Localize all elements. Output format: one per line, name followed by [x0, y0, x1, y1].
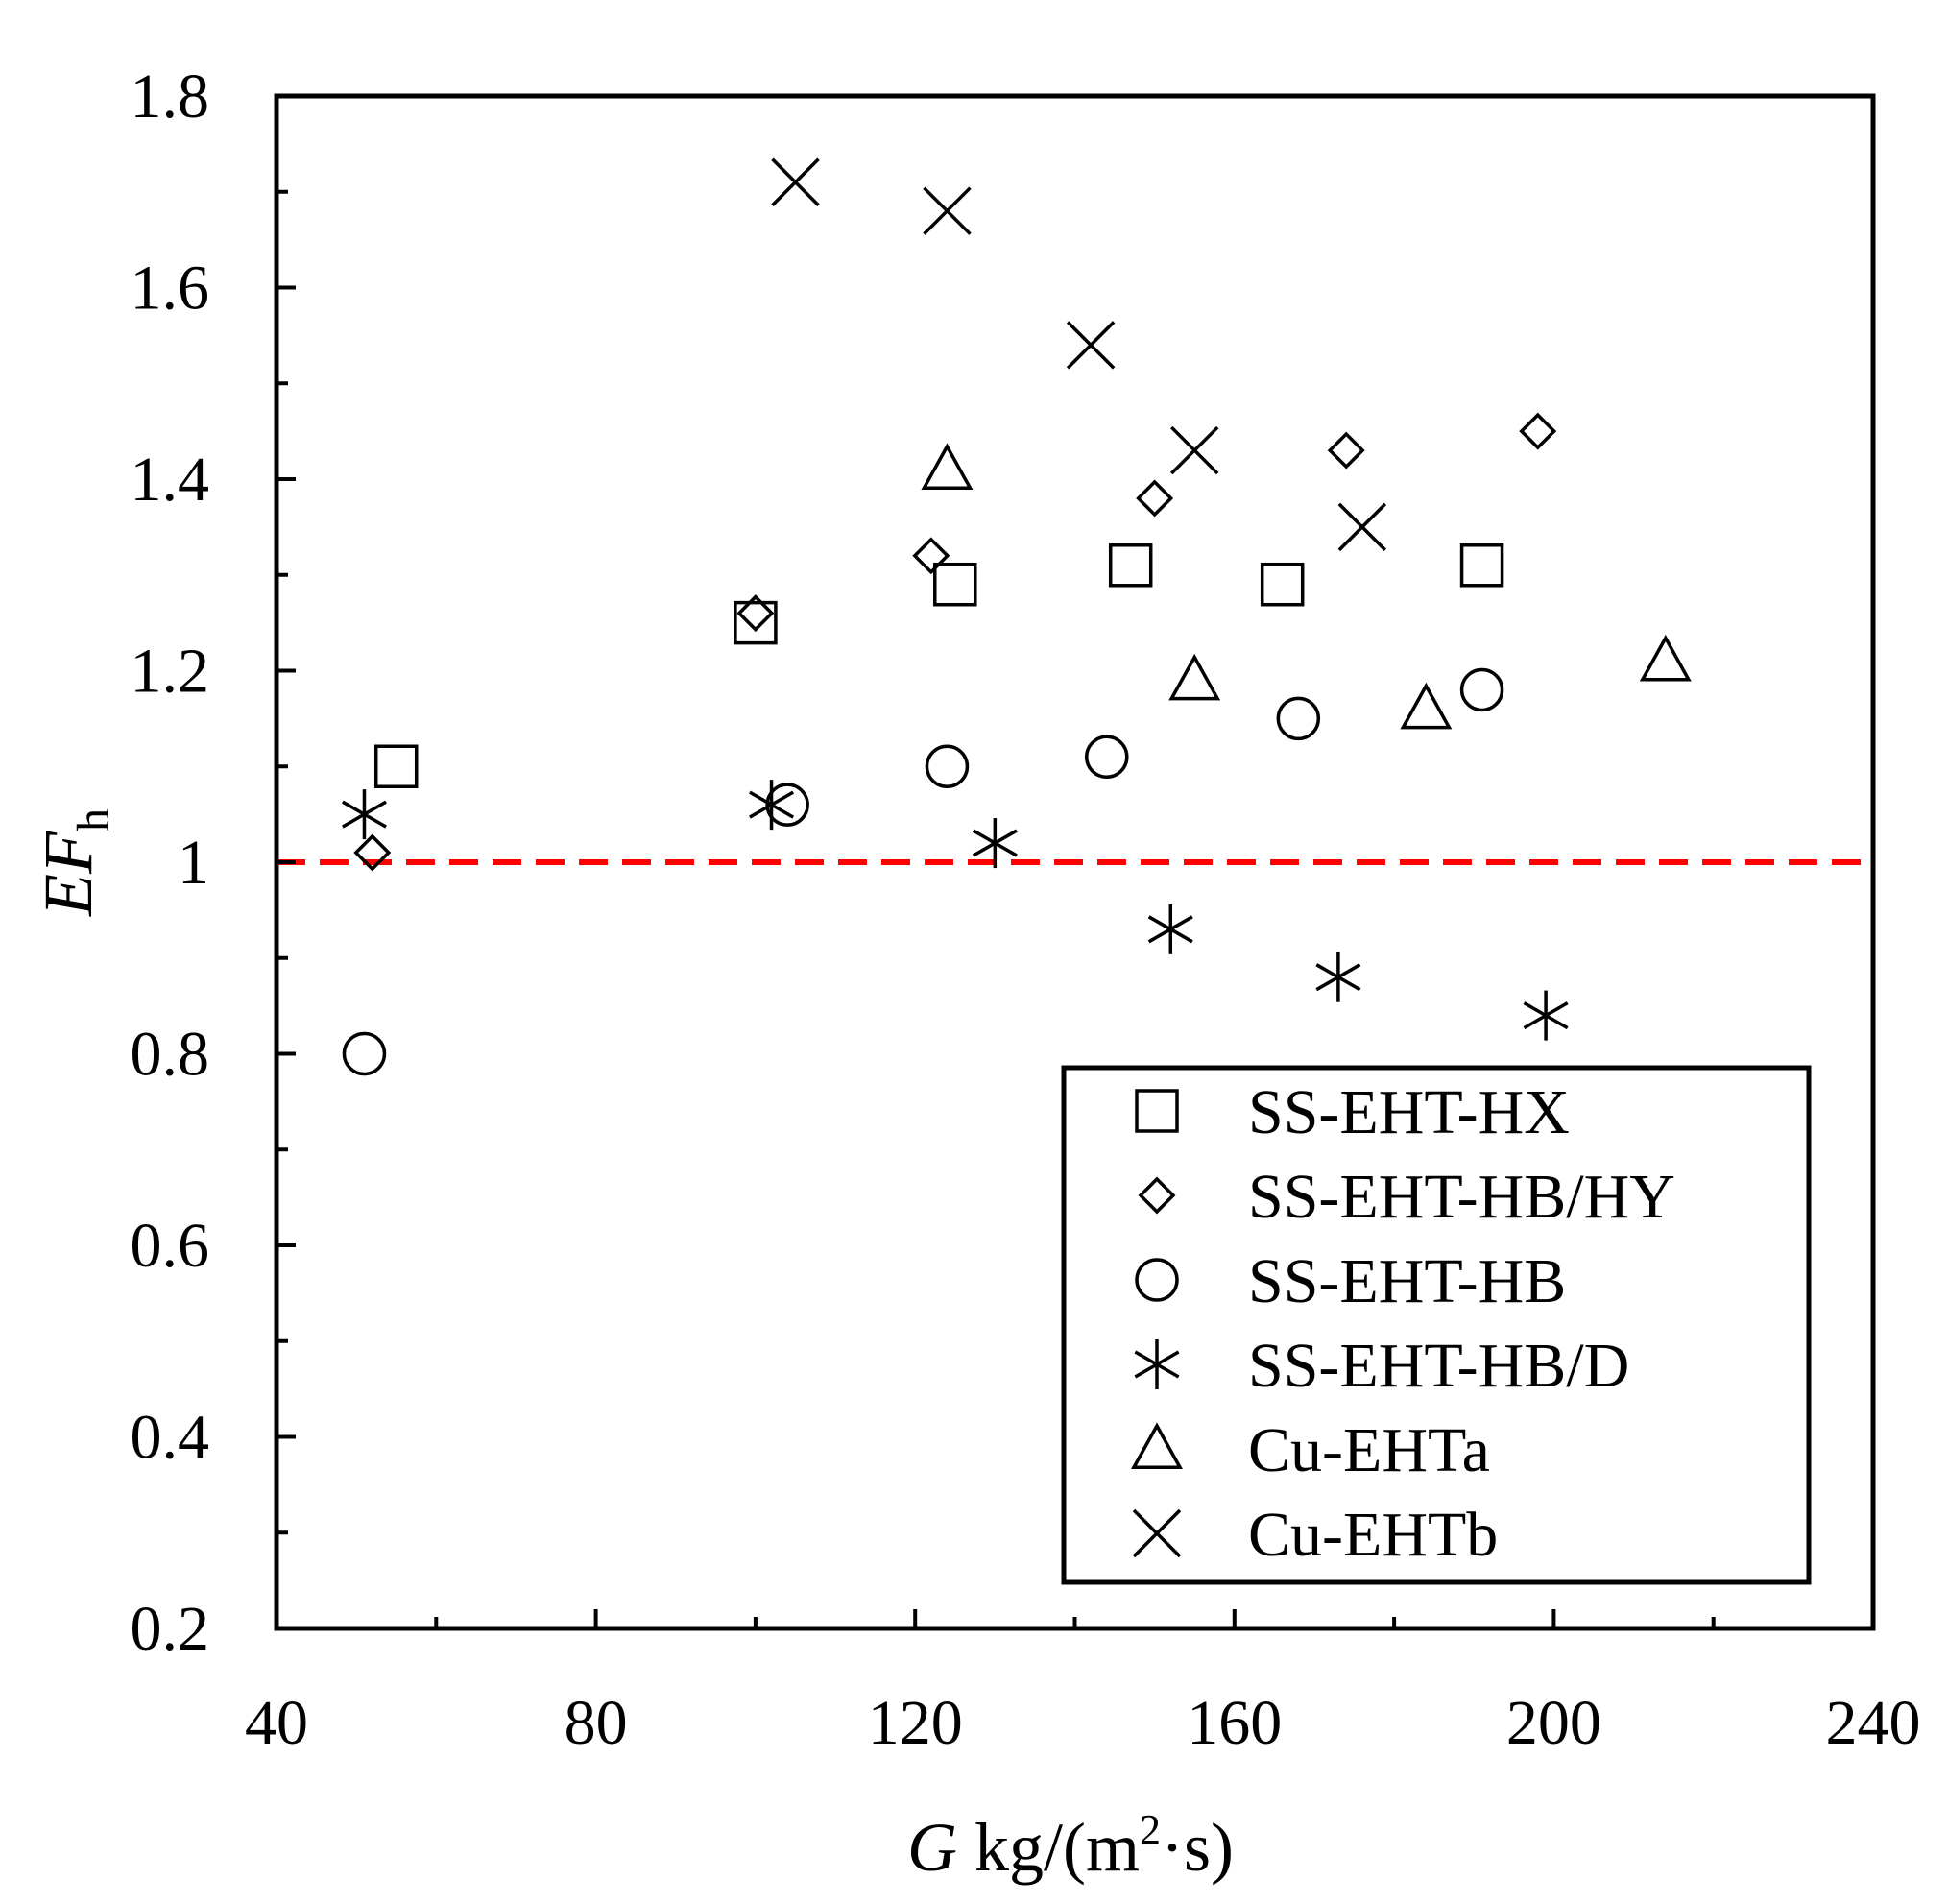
legend-label-ss-eht-hb-d: SS-EHT-HB/D: [1248, 1331, 1629, 1401]
y-tick-label: 1.2: [131, 637, 210, 707]
y-tick-label: 1.8: [131, 61, 210, 132]
x-axis-title: G kg/(m2·s): [907, 1806, 1234, 1886]
point-ss-eht-hb: [925, 744, 970, 788]
point-cu-ehtb: [1337, 502, 1387, 552]
point-ss-eht-hb-hy: [912, 537, 950, 575]
legend-label-ss-eht-hb: SS-EHT-HB: [1248, 1246, 1566, 1316]
point-cu-ehta: [921, 443, 974, 490]
plot-frame: [274, 93, 1876, 1631]
point-ss-eht-hb-d: [972, 818, 1018, 869]
point-ss-eht-hb-d: [1147, 904, 1193, 954]
legend-marker-ss-eht-hb-d: [1134, 1339, 1180, 1389]
x-tick-label: 200: [1506, 1688, 1601, 1758]
point-cu-ehta: [1639, 634, 1692, 682]
x-tick-label: 120: [868, 1688, 963, 1758]
legend-label-cu-ehtb: Cu-EHTb: [1248, 1500, 1498, 1570]
point-ss-eht-hb-d: [1315, 952, 1361, 1002]
legend-marker-cu-ehta: [1131, 1422, 1183, 1469]
point-cu-ehta: [1400, 682, 1453, 730]
y-tick-label: 0.6: [131, 1211, 210, 1281]
y-tick-label: 1: [178, 828, 209, 898]
legend-label-ss-eht-hb-hy: SS-EHT-HB/HY: [1248, 1162, 1675, 1232]
point-ss-eht-hx: [1108, 543, 1153, 588]
point-ss-eht-hb-d: [1523, 990, 1569, 1041]
point-ss-eht-hx: [1260, 562, 1305, 607]
point-ss-eht-hb-hy: [1519, 412, 1557, 450]
y-tick-label: 1.6: [131, 253, 210, 324]
point-ss-eht-hx: [933, 562, 977, 607]
point-ss-eht-hb: [765, 783, 809, 827]
point-ss-eht-hb: [1085, 735, 1129, 780]
point-ss-eht-hb: [1459, 667, 1504, 712]
x-tick-label: 40: [245, 1688, 308, 1758]
legend-marker-cu-ehtb: [1132, 1508, 1182, 1558]
legend-marker-ss-eht-hb-hy: [1138, 1176, 1176, 1215]
axis-ticks: 40 80 120 160 200 240 0.2 0.4 0.6 0.8 1 1.2 1.4 1.6 1.…: [131, 61, 1921, 1758]
y-tick-label: 0.2: [131, 1594, 210, 1664]
legend-box: [1061, 1065, 1812, 1585]
point-ss-eht-hb-hy: [1136, 479, 1174, 518]
point-ss-eht-hb: [1276, 696, 1321, 741]
point-ss-eht-hb-hy: [736, 594, 775, 633]
x-tick-label: 240: [1826, 1688, 1921, 1758]
x-tick-label: 80: [565, 1688, 628, 1758]
point-ss-eht-hb-hy: [353, 833, 392, 872]
legend-marker-ss-eht-hx: [1135, 1089, 1179, 1133]
point-ss-eht-hx: [373, 744, 419, 788]
y-axis-title: EFh: [30, 808, 119, 917]
point-ss-eht-hx: [734, 600, 778, 645]
point-cu-ehtb: [1169, 425, 1219, 475]
point-ss-eht-hb-d: [341, 789, 387, 840]
x-tick-label: 160: [1187, 1688, 1282, 1758]
legend: SS-EHT-HX SS-EHT-HB/HY SS-EHT-HB SS-EHT-HB/…: [1061, 1065, 1812, 1585]
point-ss-eht-hb-d: [749, 780, 795, 831]
point-cu-ehtb: [923, 186, 972, 235]
y-tick-label: 0.4: [131, 1403, 210, 1473]
point-ss-eht-hb: [342, 1031, 387, 1076]
point-cu-ehta: [1168, 653, 1221, 701]
point-cu-ehtb: [771, 157, 820, 207]
legend-label-ss-eht-hx: SS-EHT-HX: [1248, 1077, 1570, 1147]
point-ss-eht-hx: [1459, 543, 1504, 588]
legend-label-cu-ehta: Cu-EHTa: [1248, 1415, 1490, 1485]
point-cu-ehtb: [1066, 321, 1116, 370]
point-ss-eht-hb-hy: [1327, 431, 1365, 470]
data-points: [341, 157, 1692, 1076]
y-tick-label: 1.4: [131, 445, 210, 515]
legend-marker-ss-eht-hb: [1135, 1258, 1179, 1302]
y-tick-label: 0.8: [131, 1020, 210, 1090]
